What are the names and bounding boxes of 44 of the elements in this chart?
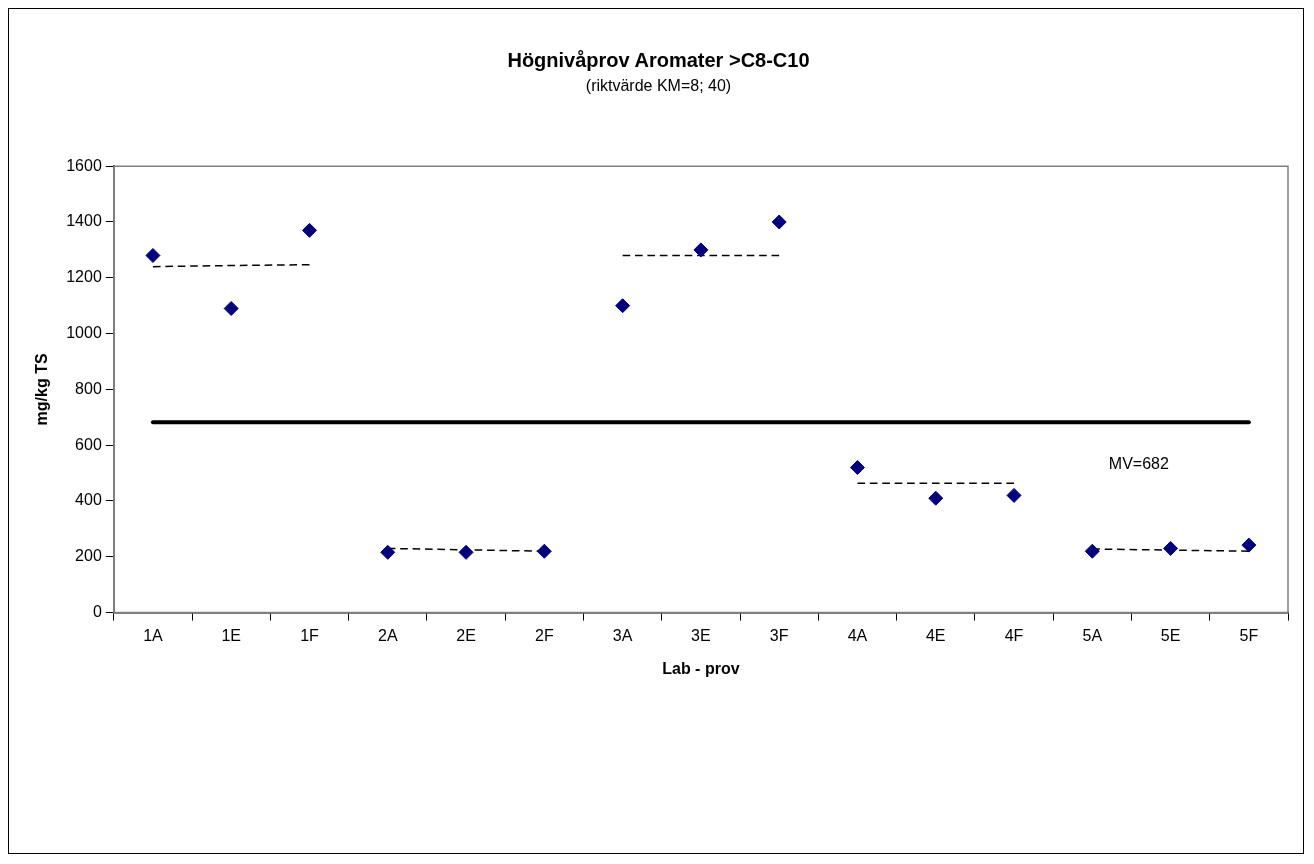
point	[145, 247, 161, 263]
x-tick-label: 1A	[143, 626, 164, 644]
x-tick-label: 2F	[535, 626, 554, 644]
chart-subtitle: (riktvärde KM=8; 40)	[585, 77, 732, 95]
x-tick-label: 2E	[456, 626, 476, 644]
point	[1163, 540, 1179, 556]
point	[380, 544, 396, 560]
x-tick-label: 3F	[769, 626, 789, 644]
x-tick-label: 3E	[691, 626, 711, 644]
point	[849, 460, 865, 476]
point	[458, 544, 474, 560]
x-tick-label: 2A	[377, 626, 398, 644]
y-tick-label: 1200	[66, 268, 102, 286]
y-axis-title: mg/kg TS	[33, 353, 51, 426]
point	[536, 543, 552, 559]
x-tick-label: 3A	[612, 626, 633, 644]
point	[1006, 487, 1022, 503]
y-tick-label: 200	[75, 547, 102, 565]
y-tick-label: 1000	[66, 324, 102, 342]
ref-line-label: MV=682	[1108, 454, 1169, 472]
y-tick-label: 800	[75, 379, 102, 397]
point	[771, 214, 787, 230]
point	[223, 300, 239, 316]
x-tick-label: 4E	[925, 626, 946, 644]
y-tick-label: 1400	[66, 212, 102, 230]
y-tick-label: 1600	[66, 156, 102, 174]
x-tick-label: 4A	[847, 626, 868, 644]
chart-title: Högnivåprov Aromater >C8-C10	[507, 48, 810, 71]
x-tick-label: 5E	[1160, 626, 1181, 644]
point	[928, 490, 944, 506]
point	[1084, 543, 1100, 559]
x-tick-label: 4F	[1004, 626, 1024, 644]
y-tick-label: 0	[92, 603, 102, 621]
x-tick-label: 1F	[300, 626, 320, 644]
x-tick-label: 5A	[1082, 626, 1103, 644]
point	[615, 298, 631, 314]
point	[302, 222, 317, 238]
y-tick-label: 600	[75, 435, 102, 453]
x-tick-label: 1E	[221, 626, 241, 644]
y-tick-label: 400	[75, 491, 102, 509]
x-tick-label: 5F	[1239, 626, 1259, 644]
point	[693, 242, 709, 258]
x-axis-title: Lab - prov	[662, 659, 740, 677]
point	[1241, 537, 1257, 553]
